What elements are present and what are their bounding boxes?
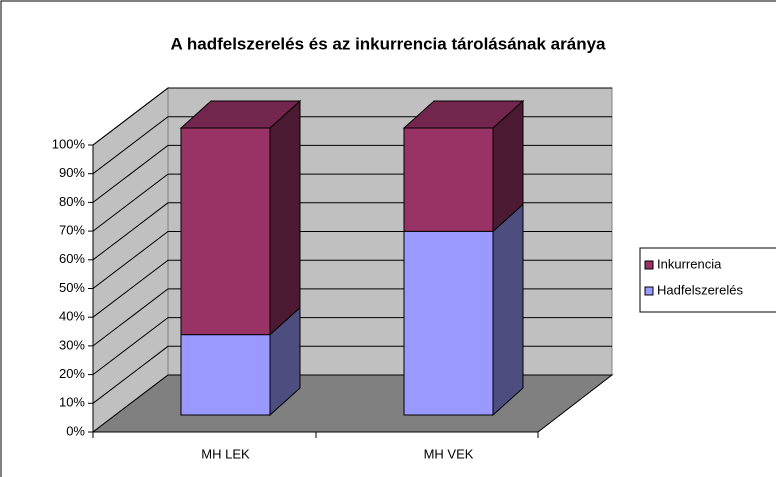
x-tick-label: MH LEK <box>201 446 250 461</box>
y-tick-label: 60% <box>59 251 85 266</box>
y-tick-label: 30% <box>59 337 85 352</box>
bar-top <box>179 100 302 129</box>
bar-side <box>492 203 524 417</box>
legend <box>639 247 776 313</box>
y-tick-label: 50% <box>59 280 85 295</box>
legend-swatch <box>644 286 654 296</box>
chart-title: A hadfelszerelés és az inkurrencia tárol… <box>171 34 607 53</box>
y-tick-label: 100% <box>52 136 86 151</box>
bar <box>180 334 271 416</box>
bar-top <box>402 100 525 129</box>
floor <box>91 374 614 433</box>
bar <box>403 230 494 416</box>
bar <box>403 127 494 232</box>
y-tick-label: 40% <box>59 309 85 324</box>
y-tick-label: 80% <box>59 194 85 209</box>
y-tick-label: 70% <box>59 223 85 238</box>
y-tick-label: 20% <box>59 366 85 381</box>
y-tick-label: 0% <box>66 423 85 438</box>
y-tick-label: 90% <box>59 165 85 180</box>
legend-swatch <box>644 260 654 270</box>
bar-side <box>269 99 301 336</box>
bar <box>180 127 271 336</box>
legend-label: Inkurrencia <box>657 256 722 271</box>
x-tick-label: MH VEK <box>424 446 474 461</box>
grid-line <box>92 87 612 146</box>
legend-label: Hadfelszerelés <box>657 282 743 297</box>
y-tick-label: 10% <box>59 395 85 410</box>
